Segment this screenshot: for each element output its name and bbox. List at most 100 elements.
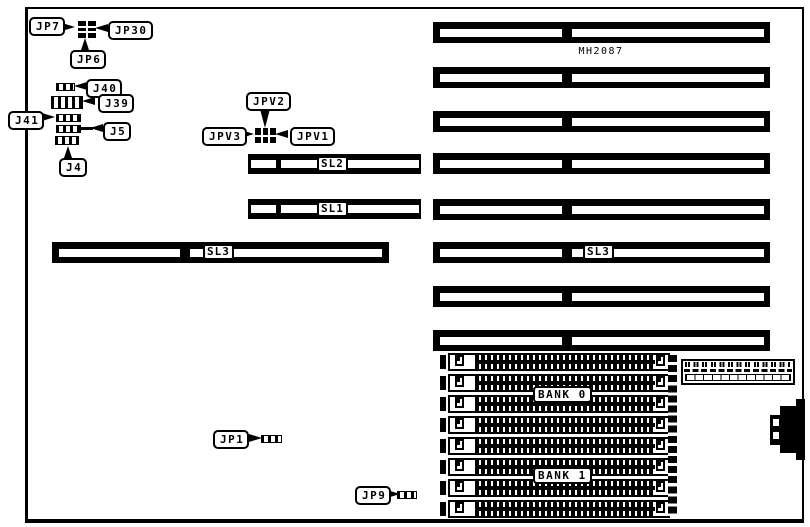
simm-socket (440, 500, 670, 518)
latch-icon (455, 376, 464, 387)
callout-jp7: JP7 (29, 17, 66, 36)
pointer-j39 (82, 97, 95, 105)
slot-opening (572, 74, 764, 82)
simm-pin1-markers (668, 355, 677, 516)
latch-icon (455, 439, 464, 450)
slot-opening (572, 249, 764, 257)
slot-opening (440, 206, 562, 214)
latch-icon (455, 481, 464, 492)
simm-socket (440, 437, 670, 455)
isa-slot (433, 22, 770, 43)
isa-slot (433, 199, 770, 220)
pointer-jp1 (249, 434, 262, 442)
contact-comb (475, 502, 655, 516)
power-sockets (685, 374, 791, 381)
keyboard-connector-notch (772, 431, 780, 440)
slot-opening (572, 29, 764, 37)
socket-cap (440, 376, 446, 390)
latch-icon (656, 355, 665, 366)
slot-opening (281, 160, 419, 168)
callout-jpv1: JPV1 (290, 127, 335, 146)
pointer-j40 (74, 82, 87, 90)
contact-comb (475, 439, 655, 453)
slot-opening (572, 160, 764, 168)
slot-opening (251, 205, 276, 213)
slot-opening (440, 160, 562, 168)
slot-opening (572, 293, 764, 301)
power-connector (681, 359, 795, 385)
slot-opening (440, 74, 562, 82)
socket-cap (440, 397, 446, 411)
contact-comb (475, 355, 655, 369)
slot-opening (440, 337, 562, 345)
slot-opening (440, 293, 562, 301)
callout-j41: J41 (8, 111, 45, 130)
pointer-tail (81, 127, 93, 130)
callout-jp9: JP9 (355, 486, 392, 505)
bank1-label: BANK 1 (533, 467, 592, 484)
pointer-jpv2 (260, 109, 270, 128)
power-divider (684, 369, 792, 372)
pin-header-j4-icon (55, 136, 79, 145)
socket-cap (440, 502, 446, 516)
slot-label-sl3-left: SL3 (203, 244, 234, 260)
latch-icon (656, 481, 665, 492)
callout-j39: J39 (98, 94, 135, 113)
isa-slot-sl3: SL3 (433, 242, 770, 263)
pointer-jpv3 (241, 130, 254, 138)
board-outline (25, 7, 804, 523)
pin-header-jp1-icon (261, 435, 282, 443)
latch-icon (455, 355, 464, 366)
slot-sl1: SL1 (248, 199, 421, 219)
pin-header-j40-icon (56, 83, 75, 91)
keyboard-connector (796, 399, 805, 460)
chip-label: MH2087 (578, 46, 624, 57)
latch-icon (455, 502, 464, 513)
slot-opening (440, 29, 562, 37)
callout-jp6: JP6 (70, 50, 107, 69)
slot-label-sl1: SL1 (317, 201, 348, 217)
contact-comb (475, 397, 655, 411)
callout-jp30: JP30 (108, 21, 153, 40)
jumper-block-icon (78, 21, 96, 38)
contact-comb (475, 418, 655, 432)
latch-icon (656, 502, 665, 513)
pointer-jp6 (81, 38, 89, 50)
contact-comb (475, 376, 655, 390)
pin-header-j41-icon (56, 114, 81, 122)
pin-header-jp9-icon (397, 491, 417, 499)
pin-header-j5-icon (56, 125, 81, 133)
simm-socket (440, 416, 670, 434)
pointer-j41 (42, 113, 55, 121)
pointer-j4 (64, 146, 72, 158)
bank0-label: BANK 0 (533, 386, 592, 403)
latch-icon (656, 439, 665, 450)
callout-jp1: JP1 (213, 430, 250, 449)
pointer-jpv1 (275, 130, 288, 138)
slot-opening (572, 118, 764, 126)
pin-header-j39-icon (51, 96, 83, 109)
isa-slot (433, 286, 770, 307)
slot-label-sl2: SL2 (317, 156, 348, 172)
isa-slot (433, 330, 770, 351)
socket-cap (440, 439, 446, 453)
slot-sl2: SL2 (248, 154, 421, 174)
slot-opening (440, 249, 562, 257)
contact-comb (475, 481, 655, 495)
slot-opening (190, 249, 382, 257)
callout-j5: J5 (103, 122, 132, 141)
callout-j4: J4 (59, 158, 88, 177)
slot-opening (572, 337, 764, 345)
pointer-j5 (90, 124, 103, 132)
callout-jpv3: JPV3 (202, 127, 247, 146)
slot-opening (281, 205, 419, 213)
isa-slot (433, 67, 770, 88)
isa-slot (433, 111, 770, 132)
latch-icon (656, 418, 665, 429)
latch-icon (656, 460, 665, 471)
latch-icon (656, 397, 665, 408)
slot-opening (440, 118, 562, 126)
keyboard-connector-notch (772, 418, 780, 427)
jpv-jumper-block-icon (255, 128, 276, 143)
